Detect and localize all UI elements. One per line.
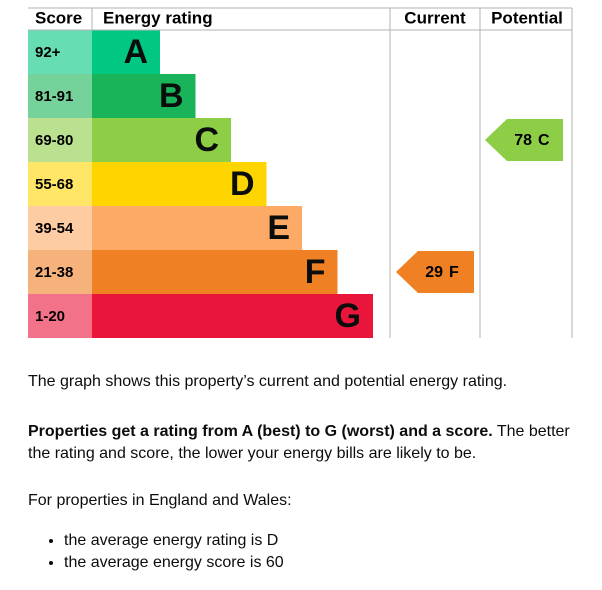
band-bar (92, 162, 267, 206)
band-bar (92, 30, 160, 74)
current-score: 29 (425, 264, 443, 281)
header-potential: Potential (491, 8, 563, 27)
score-tint (28, 162, 92, 206)
rest-text: The better the rating and score, the low… (28, 423, 570, 462)
bullet-list: the average energy rating is Dthe averag… (28, 530, 578, 574)
score-tint (28, 294, 92, 338)
score-range: 39-54 (35, 220, 74, 237)
score-tint (28, 250, 92, 294)
score-tint (28, 74, 92, 118)
band-letter: F (305, 253, 326, 291)
band-letter: A (123, 33, 148, 71)
bullets: the average energy rating is Dthe averag… (28, 530, 578, 574)
band-letter: G (335, 297, 361, 335)
potential-score: 78 (514, 132, 532, 149)
score-tint (28, 118, 92, 162)
score-range: 1-20 (35, 308, 65, 325)
header-current: Current (404, 8, 466, 27)
band-letter: E (267, 209, 290, 247)
band-bar (92, 118, 231, 162)
band-bar (92, 294, 373, 338)
bullet: the average energy rating is D (64, 530, 578, 552)
explanation: Properties get a rating from A (best) to… (28, 421, 578, 465)
score-tint (28, 206, 92, 250)
band-letter: B (159, 77, 184, 115)
potential-arrow (485, 119, 563, 161)
score-range: 92+ (35, 44, 61, 61)
header-rating: Energy rating (103, 8, 213, 27)
band-bar (92, 250, 338, 294)
header-score: Score (35, 8, 82, 27)
intro: The graph shows this property’s current … (28, 373, 508, 390)
score-tint (28, 30, 92, 74)
score-cell (28, 250, 92, 294)
score-cell (28, 206, 92, 250)
score-cell (28, 162, 92, 206)
score-cell (28, 294, 92, 338)
score-range: 81-91 (35, 88, 73, 105)
current-letter: F (449, 264, 459, 281)
bullet: the average energy score is 60 (64, 552, 578, 574)
epc-chart: Score Energy rating Current Potential 92… (28, 7, 573, 338)
score-range: 21-38 (35, 264, 73, 281)
region: For properties in England and Wales: (28, 492, 292, 509)
score-cell (28, 74, 92, 118)
band-letter: D (230, 165, 255, 203)
score-range: 69-80 (35, 132, 73, 149)
band-bar (92, 206, 302, 250)
score-cell (28, 118, 92, 162)
bold-text: Properties get a rating from A (best) to… (28, 423, 493, 440)
band-bar (92, 74, 196, 118)
score-range: 55-68 (35, 176, 73, 193)
current-arrow (396, 251, 474, 293)
score-cell (28, 30, 92, 74)
band-letter: C (194, 121, 219, 159)
potential-letter: C (538, 132, 550, 149)
